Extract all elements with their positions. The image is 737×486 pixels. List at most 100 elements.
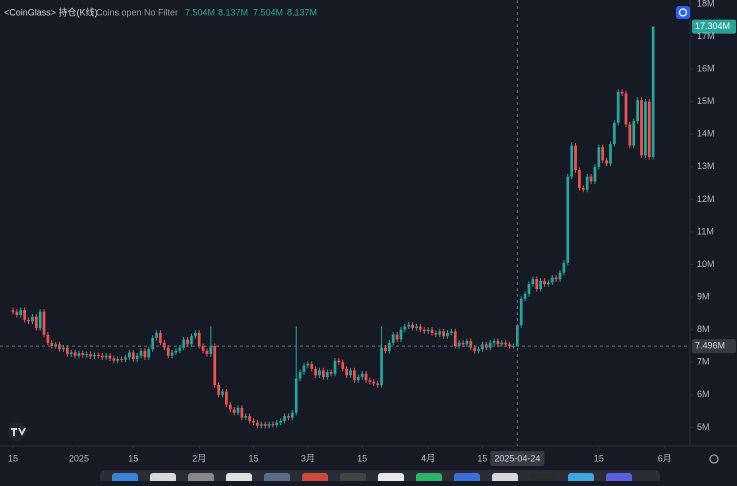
- candle-body: [403, 326, 407, 330]
- candle-body: [58, 344, 61, 350]
- candle-body: [644, 101, 647, 156]
- logo-mark[interactable]: [11, 428, 26, 436]
- x-tick-label: 6月: [658, 453, 672, 463]
- candle-body: [543, 280, 546, 285]
- candle-body: [399, 329, 403, 340]
- ohlc-close: 8.137M: [287, 7, 317, 17]
- candle-body: [453, 331, 457, 346]
- candle-body: [96, 355, 100, 357]
- candle-body: [368, 380, 372, 382]
- candle-body: [570, 145, 574, 177]
- logo-bg[interactable]: [8, 423, 26, 441]
- candle-body: [380, 347, 383, 386]
- candle-body: [197, 332, 201, 346]
- candle-body: [178, 347, 182, 351]
- y-tick-label: 7M: [697, 357, 710, 367]
- candle-body: [23, 310, 26, 320]
- candle-body: [461, 342, 465, 345]
- candle-body: [422, 329, 426, 332]
- dock-icon: [606, 473, 632, 483]
- candle-body: [147, 349, 151, 358]
- dock-icon: [378, 473, 404, 483]
- candle-body: [585, 176, 589, 190]
- candle-body: [500, 342, 504, 345]
- candle-body: [609, 143, 612, 164]
- candle-body: [574, 145, 577, 171]
- candle-body: [38, 311, 42, 329]
- y-tick-label: 16M: [697, 63, 715, 73]
- candle-body: [465, 341, 469, 345]
- candle-body: [89, 354, 92, 357]
- x-tick-label: 15: [8, 453, 18, 463]
- candle-body: [605, 160, 608, 164]
- candle-body: [27, 319, 30, 322]
- dock-icon: [112, 473, 138, 483]
- candle-body: [640, 100, 643, 156]
- refresh-bg[interactable]: [676, 6, 690, 19]
- candle-body: [616, 91, 620, 123]
- candle-body: [446, 332, 449, 337]
- refresh-button[interactable]: [676, 6, 690, 19]
- candle-body: [651, 26, 655, 158]
- y-tick-label: 9M: [697, 291, 710, 301]
- candle-body: [442, 331, 445, 337]
- y-tick-label: 15M: [697, 96, 715, 106]
- candle-body: [112, 358, 116, 361]
- candle-body: [108, 355, 112, 359]
- y-tick-label: 10M: [697, 259, 715, 269]
- candle-body: [31, 316, 34, 322]
- candle-body: [124, 357, 127, 360]
- refresh-icon[interactable]: [678, 8, 688, 17]
- candle-body: [496, 341, 500, 345]
- candle-body: [248, 416, 252, 421]
- candle-body: [228, 404, 232, 410]
- candle-body: [601, 147, 605, 161]
- candle-body: [131, 352, 135, 360]
- candle-body: [547, 282, 550, 285]
- candle-body: [438, 331, 442, 335]
- candle-body: [201, 345, 205, 351]
- x-tick-label: 2月: [192, 453, 206, 463]
- candle-body: [11, 310, 15, 312]
- candle-body: [318, 370, 321, 376]
- candle-body: [562, 262, 566, 273]
- candle-body: [186, 339, 189, 345]
- crosshair-date-box: [490, 451, 545, 466]
- candle-body: [384, 347, 387, 351]
- settings-icon[interactable]: [709, 454, 719, 464]
- candle-body: [620, 91, 624, 94]
- candle-body: [450, 331, 453, 333]
- candle-body: [205, 350, 209, 355]
- candle-body: [182, 339, 186, 348]
- last-price: 17.304M: [695, 21, 730, 31]
- candle-body: [372, 381, 376, 384]
- candle-body: [333, 360, 337, 374]
- candle-body: [85, 354, 89, 356]
- y-tick-label: 14M: [697, 129, 715, 139]
- x-tick-label: 4月: [421, 453, 435, 463]
- x-tick-label: 15: [357, 453, 367, 463]
- ohlc-low: 7.504M: [253, 7, 283, 17]
- candle-body: [232, 409, 236, 413]
- candle-body: [457, 342, 461, 346]
- chart-subtitle: Coins open No Filter: [96, 7, 178, 17]
- dock-icon: [302, 473, 328, 483]
- candle-body: [213, 345, 217, 386]
- candle-body: [419, 326, 422, 330]
- dock-icon: [340, 473, 366, 483]
- candle-body: [492, 341, 496, 343]
- candle-body: [481, 344, 484, 350]
- candle-body: [628, 124, 632, 146]
- overlay: 2025-04-24 7.496M 17.304M: [0, 0, 736, 466]
- candle-body: [155, 332, 158, 338]
- candle-body: [306, 363, 310, 366]
- candle-body: [477, 349, 480, 351]
- candle-body: [566, 176, 570, 263]
- candle-body: [430, 329, 434, 333]
- candle-body: [647, 101, 651, 158]
- candle-body: [170, 352, 174, 356]
- candle-body: [376, 383, 380, 386]
- tv-logo[interactable]: [8, 423, 26, 441]
